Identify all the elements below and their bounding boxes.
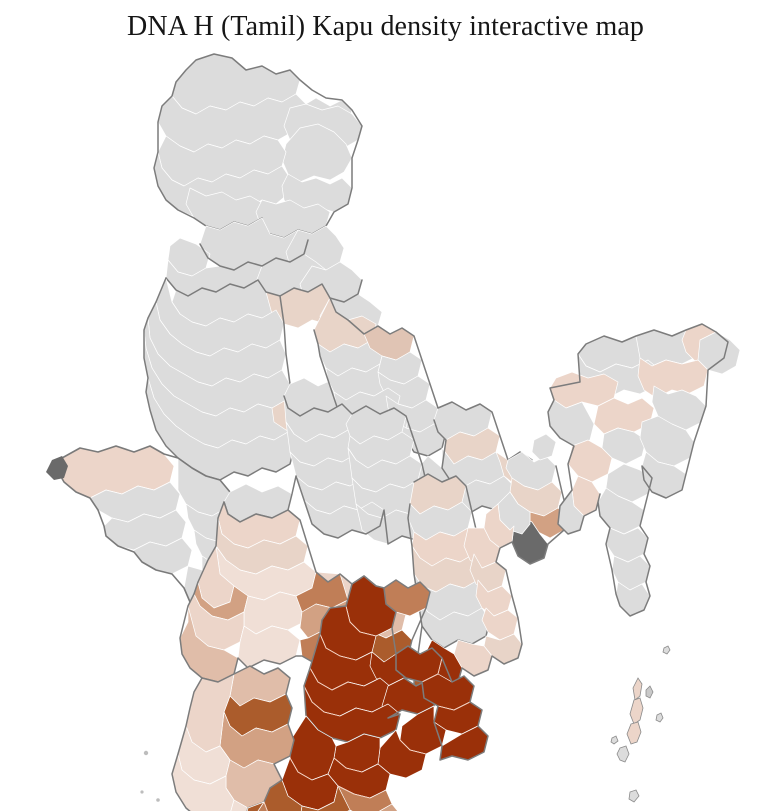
island-shape[interactable] xyxy=(626,721,642,745)
district-shape[interactable] xyxy=(350,804,400,811)
page-title: DNA H (Tamil) Kapu density interactive m… xyxy=(127,11,644,42)
district-inner-border xyxy=(289,657,471,781)
district-shape[interactable] xyxy=(256,802,306,811)
district-shape-sikkim[interactable] xyxy=(532,434,556,460)
state-boundary xyxy=(395,645,489,761)
region-lakshadweep[interactable] xyxy=(140,750,160,802)
district-shape[interactable] xyxy=(400,706,446,754)
region-andaman-nicobar[interactable] xyxy=(610,645,685,811)
state-boundary xyxy=(223,395,435,545)
state-boundary xyxy=(303,575,439,743)
island-shape[interactable] xyxy=(662,645,671,655)
district-inner-border xyxy=(303,605,377,717)
state-boundary xyxy=(199,239,309,271)
district-selected[interactable] xyxy=(46,456,68,480)
island-shape[interactable] xyxy=(143,750,149,756)
island-shape[interactable] xyxy=(156,798,160,802)
island-shape[interactable] xyxy=(632,677,643,701)
region-karnataka[interactable] xyxy=(171,665,295,811)
india-choropleth-map[interactable] xyxy=(0,48,771,811)
island-shape[interactable] xyxy=(645,685,654,699)
region-northeast[interactable] xyxy=(532,323,740,617)
island-shape[interactable] xyxy=(629,697,644,725)
district-inner-border xyxy=(263,785,371,811)
island-shape[interactable] xyxy=(628,789,640,803)
state-boundary xyxy=(547,323,729,617)
map-svg[interactable] xyxy=(0,48,771,811)
island-shape[interactable] xyxy=(616,745,630,763)
district-shape[interactable] xyxy=(652,386,706,430)
island-shape[interactable] xyxy=(610,735,619,745)
region-andhra-pradesh[interactable] xyxy=(264,645,489,811)
state-boundary xyxy=(165,277,363,303)
region-tamil-nadu[interactable] xyxy=(238,785,400,811)
district-shape[interactable] xyxy=(238,802,276,811)
island-shape[interactable] xyxy=(655,712,664,723)
island-shape[interactable] xyxy=(140,790,144,794)
region-jammu-kashmir-ladakh[interactable] xyxy=(153,53,363,239)
state-boundary xyxy=(171,665,295,811)
region-rajasthan[interactable] xyxy=(143,277,318,481)
district-shape[interactable] xyxy=(198,800,248,811)
region-chhattisgarh[interactable] xyxy=(407,473,491,649)
